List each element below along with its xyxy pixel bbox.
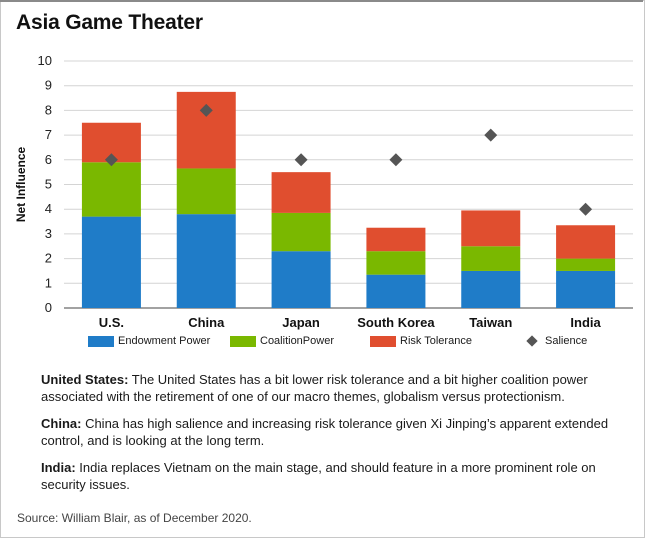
- salience-marker: [294, 153, 308, 167]
- bar-segment: [271, 212, 331, 252]
- note-label: China:: [41, 416, 82, 431]
- note-text: The United States has a bit lower risk t…: [41, 372, 588, 404]
- bar-segment: [556, 270, 616, 308]
- y-tick-label: 2: [45, 251, 52, 266]
- y-tick-label: 3: [45, 226, 52, 241]
- note-united-states: United States: The United States has a b…: [41, 371, 616, 405]
- legend-swatch: [370, 335, 396, 347]
- bar-segment: [366, 251, 426, 275]
- bar-segment: [81, 216, 141, 308]
- y-tick-label: 5: [45, 177, 52, 192]
- x-tick-label: India: [570, 315, 601, 330]
- y-tick-label: 9: [45, 78, 52, 93]
- legend-item: CoalitionPower: [230, 335, 334, 347]
- bar-segment: [81, 162, 141, 217]
- bar-segment: [366, 227, 426, 252]
- bar-segment: [271, 172, 331, 213]
- bar-segment: [461, 246, 521, 271]
- stacked-bar-chart: 0 1 2 3 4 5 6 7 8 9 10 Net Influence U.S. China Japan S…: [14, 53, 633, 330]
- y-axis-label: Net Influence: [14, 147, 28, 223]
- x-tick-label: South Korea: [357, 315, 435, 330]
- bar-segment: [176, 91, 236, 169]
- salience-marker: [579, 202, 593, 216]
- top-rule: [0, 0, 643, 2]
- notes: United States: The United States has a b…: [41, 371, 616, 503]
- y-tick-label: 7: [45, 127, 52, 142]
- bar-segment: [461, 210, 521, 247]
- x-tick-label: Japan: [282, 315, 320, 330]
- legend-label: Risk Tolerance: [400, 335, 472, 347]
- bar-segment: [366, 274, 426, 308]
- note-label: United States:: [41, 372, 129, 387]
- note-label: India:: [41, 460, 76, 475]
- y-tick-label: 8: [45, 102, 52, 117]
- legend-label: Salience: [545, 335, 588, 347]
- salience-marker: [484, 128, 498, 142]
- legend-diamond: [526, 335, 538, 347]
- bar-segment: [461, 270, 521, 308]
- bar-segment: [556, 258, 616, 271]
- chart-title: Asia Game Theater: [16, 11, 203, 34]
- y-tick-label: 10: [38, 53, 52, 68]
- y-tick-label: 4: [45, 201, 52, 216]
- bar-segment: [176, 214, 236, 308]
- y-tick-label: 0: [45, 300, 52, 315]
- legend-swatch: [230, 335, 256, 347]
- legend-label: Endowment Power: [118, 335, 211, 347]
- legend-swatch: [88, 335, 114, 347]
- y-tick-label: 6: [45, 152, 52, 167]
- bar-segment: [176, 168, 236, 215]
- note-india: India: India replaces Vietnam on the mai…: [41, 459, 616, 493]
- legend-item: Endowment Power: [88, 335, 210, 347]
- legend-label: CoalitionPower: [260, 335, 334, 347]
- bar-segment: [556, 225, 616, 259]
- note-text: China has high salience and increasing r…: [41, 416, 609, 448]
- note-china: China: China has high salience and incre…: [41, 415, 616, 449]
- source-note: Source: William Blair, as of December 20…: [17, 511, 252, 525]
- salience-marker: [389, 153, 403, 167]
- note-text: India replaces Vietnam on the main stage…: [41, 460, 596, 492]
- legend-item: Risk Tolerance: [370, 335, 472, 347]
- x-tick-label: U.S.: [99, 315, 124, 330]
- y-tick-label: 1: [45, 275, 52, 290]
- legend-item: Salience: [524, 335, 587, 347]
- salience-marker: [104, 153, 118, 167]
- salience-marker: [199, 103, 213, 117]
- x-tick-label: China: [188, 315, 225, 330]
- chart-legend: Endowment Power CoalitionPower Risk Tolera…: [0, 335, 643, 355]
- bar-segment: [271, 251, 331, 308]
- x-tick-label: Taiwan: [469, 315, 512, 330]
